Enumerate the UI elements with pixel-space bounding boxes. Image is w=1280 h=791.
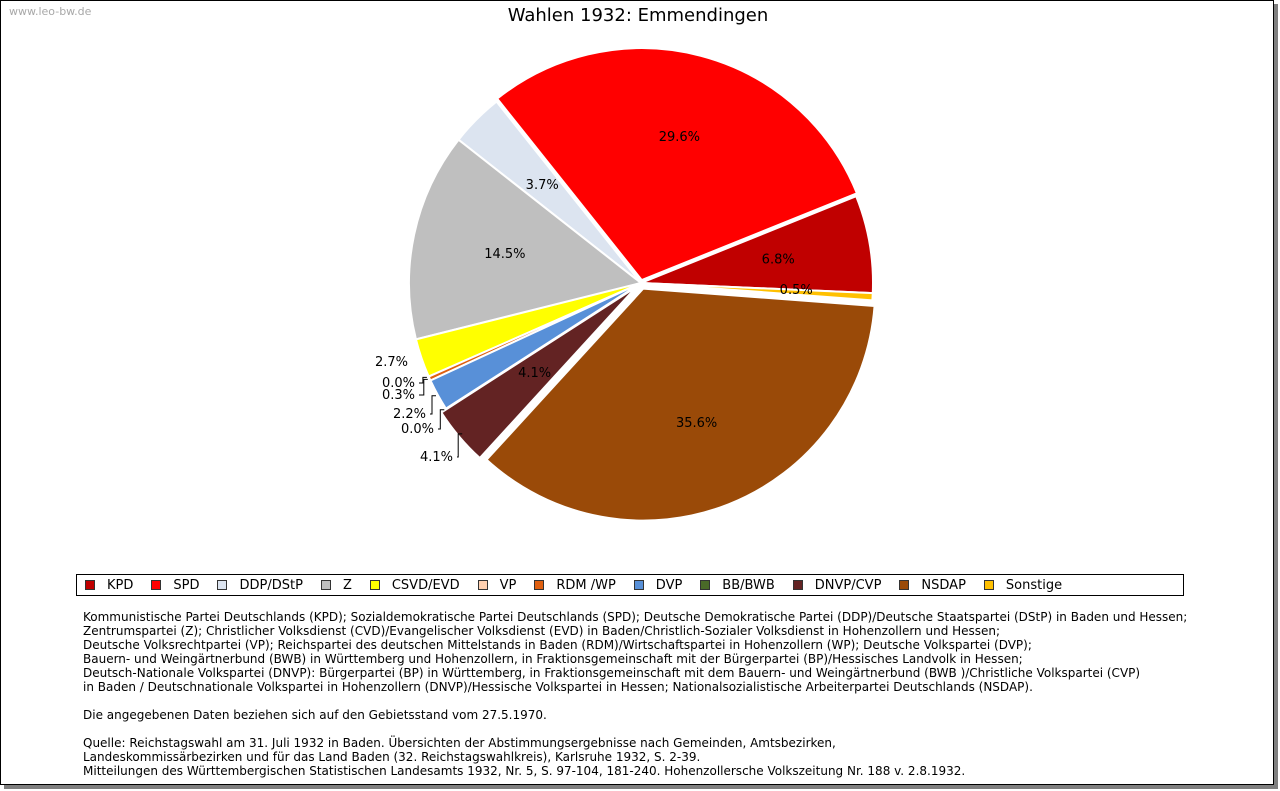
leader-line xyxy=(438,409,445,430)
data-label: 35.6% xyxy=(676,416,717,431)
legend-swatch xyxy=(633,580,644,590)
pie-wedge xyxy=(408,138,644,341)
legend-swatch xyxy=(369,580,380,590)
chart-title: Wahlen 1932: Emmendingen xyxy=(507,5,769,26)
note-line: Zentrumspartei (Z); Christlicher Volksdi… xyxy=(83,624,1001,638)
data-label: 0.5% xyxy=(780,283,813,298)
legend-item: DVP xyxy=(633,577,683,593)
data-label: 29.6% xyxy=(659,130,700,145)
legend-item: VP xyxy=(477,577,517,593)
pie-slice-sonstige xyxy=(640,282,874,302)
legend: KPD SPD DDP/DStP Z CSVD/EVD VP RDM /WP DVP BB/BW… xyxy=(76,574,1184,596)
legend-label: NSDAP xyxy=(921,577,966,593)
note-line: Deutsch-Nationale Volkspartei (DNVP): Bü… xyxy=(83,666,1141,680)
legend-item: KPD xyxy=(85,578,133,593)
note-line: in Baden / Deutschnationale Volkspartei … xyxy=(83,680,1033,694)
leader-line xyxy=(430,395,436,415)
legend-label: Z xyxy=(342,577,352,593)
legend-label: BB/BWB xyxy=(722,577,775,593)
legend-label: DDP/DStP xyxy=(239,577,303,593)
leader-line xyxy=(419,376,427,384)
legend-swatch xyxy=(320,580,331,590)
legend-item: NSDAP xyxy=(899,578,966,593)
legend-swatch xyxy=(899,580,910,590)
legend-item: BB/BWB xyxy=(700,577,775,593)
pie-wedge xyxy=(495,47,859,282)
data-label: 6.8% xyxy=(762,253,795,268)
legend-label: DNVP/CVP xyxy=(814,577,882,593)
legend-item: Sonstige xyxy=(983,577,1063,593)
legend-label: RDM /WP xyxy=(556,577,616,593)
data-label: 3.7% xyxy=(526,178,559,193)
legend-item: CSVD/EVD xyxy=(369,577,460,593)
notes: Kommunistische Partei Deutschlands (KPD)… xyxy=(83,610,1187,778)
legend-label: SPD xyxy=(173,577,200,593)
pie-wedge xyxy=(439,286,638,460)
legend-swatch xyxy=(217,580,228,590)
data-label: 0.3% xyxy=(382,388,415,403)
legend-label: Sonstige xyxy=(1005,577,1063,593)
legend-label: KPD xyxy=(107,577,134,593)
data-label: 2.2% xyxy=(393,407,426,422)
note-line: Bauern- und Weingärtnerbund (BWB) in Wür… xyxy=(83,652,1023,666)
source-line: Quelle: Reichstagswahl am 31. Juli 1932 … xyxy=(83,736,836,750)
legend-label: VP xyxy=(499,577,517,593)
data-label: 2.7% xyxy=(375,355,408,370)
source-line: Mitteilungen des Württembergischen Stati… xyxy=(83,764,966,778)
legend-swatch xyxy=(792,580,803,590)
legend-label: CSVD/EVD xyxy=(391,577,460,593)
pie-slice-dnvp-cvp xyxy=(439,286,638,460)
legend-item: DNVP/CVP xyxy=(792,577,882,593)
data-label: 14.5% xyxy=(484,247,525,262)
data-label: 0.0% xyxy=(382,376,415,391)
data-label: 4.1% xyxy=(420,450,453,465)
territory-note: Die angegebenen Daten beziehen sich auf … xyxy=(83,708,547,722)
note-line: Deutsche Volksrechtpartei (VP); Reichspa… xyxy=(83,638,1032,652)
pie-slice-nsdap xyxy=(485,287,876,522)
pie-slice-spd xyxy=(495,47,859,282)
legend-swatch xyxy=(85,580,95,590)
legend-item: DDP/DStP xyxy=(217,577,303,593)
leader-line xyxy=(457,433,463,458)
legend-swatch xyxy=(534,580,545,590)
legend-swatch xyxy=(151,580,162,590)
legend-swatch xyxy=(477,580,488,590)
data-label: 0.0% xyxy=(401,422,434,437)
source-line: Landeskommissärbezirken und für das Land… xyxy=(83,750,701,764)
pie-slice-z xyxy=(408,138,644,341)
data-label: 4.1% xyxy=(518,366,551,381)
pie-wedge xyxy=(640,282,874,302)
legend-swatch xyxy=(983,580,994,590)
legend-item: RDM /WP xyxy=(534,577,616,593)
legend-label: DVP xyxy=(655,577,683,593)
legend-swatch xyxy=(700,580,711,590)
leader-line xyxy=(419,378,428,396)
note-line: Kommunistische Partei Deutschlands (KPD)… xyxy=(83,610,1188,624)
legend-item: SPD xyxy=(151,578,199,593)
watermark: www.leo-bw.de xyxy=(9,5,92,18)
pie-chart: 6.8%29.6%3.7%14.5%4.1%35.6%2.7%0.0%0.3%2… xyxy=(375,47,876,522)
legend-item: Z xyxy=(320,577,352,593)
pie-wedge xyxy=(485,287,876,522)
